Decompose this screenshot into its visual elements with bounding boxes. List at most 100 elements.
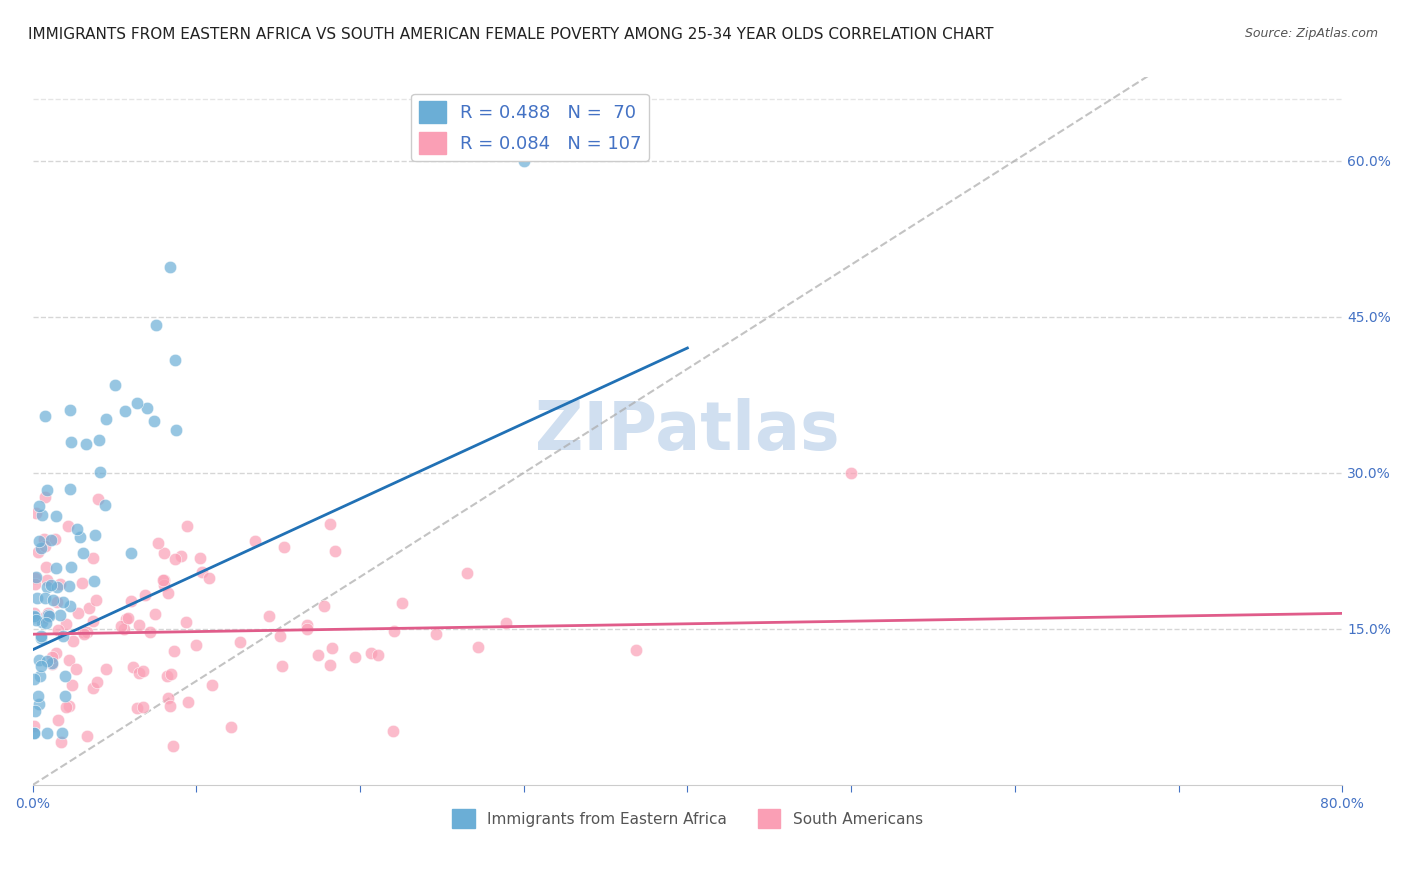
- Point: [31, 615, 53, 629]
- Point: [22, 726, 45, 740]
- Text: Source: ZipAtlas.com: Source: ZipAtlas.com: [1244, 27, 1378, 40]
- Point: [22, 608, 45, 623]
- Point: [170, 549, 193, 563]
- Point: [93, 498, 115, 512]
- Point: [839, 466, 862, 480]
- Point: [34, 409, 56, 423]
- Point: [190, 551, 212, 566]
- Point: [22, 672, 45, 686]
- Point: [157, 691, 180, 706]
- Point: [156, 669, 179, 683]
- Legend: Immigrants from Eastern Africa, South Americans: Immigrants from Eastern Africa, South Am…: [446, 803, 929, 834]
- Text: IMMIGRANTS FROM EASTERN AFRICA VS SOUTH AMERICAN FEMALE POVERTY AMONG 25-34 YEAR: IMMIGRANTS FROM EASTERN AFRICA VS SOUTH …: [28, 27, 994, 42]
- Point: [143, 607, 166, 621]
- Point: [243, 534, 266, 549]
- Point: [120, 546, 142, 560]
- Point: [44, 533, 66, 547]
- Point: [163, 644, 186, 658]
- Point: [34, 490, 56, 504]
- Point: [382, 624, 405, 638]
- Point: [132, 664, 155, 678]
- Point: [35, 483, 58, 498]
- Point: [53, 669, 76, 683]
- Point: [184, 638, 207, 652]
- Point: [165, 552, 187, 566]
- Point: [35, 726, 58, 740]
- Point: [69, 530, 91, 544]
- Point: [271, 659, 294, 673]
- Point: [25, 591, 48, 605]
- Point: [45, 646, 67, 660]
- Point: [297, 622, 319, 636]
- Point: [87, 433, 110, 447]
- Point: [25, 613, 48, 627]
- Point: [82, 615, 104, 629]
- Point: [201, 678, 224, 692]
- Point: [117, 610, 139, 624]
- Point: [39, 577, 62, 591]
- Point: [165, 353, 187, 368]
- Point: [104, 378, 127, 392]
- Point: [45, 595, 67, 609]
- Point: [34, 539, 56, 553]
- Point: [84, 593, 107, 607]
- Point: [321, 640, 343, 655]
- Point: [60, 559, 83, 574]
- Point: [24, 571, 46, 585]
- Point: [128, 666, 150, 681]
- Point: [38, 609, 60, 624]
- Point: [112, 622, 135, 636]
- Point: [53, 689, 76, 703]
- Point: [84, 527, 107, 541]
- Point: [45, 561, 67, 575]
- Point: [122, 660, 145, 674]
- Point: [37, 580, 59, 594]
- Point: [55, 700, 77, 714]
- Point: [86, 675, 108, 690]
- Point: [312, 599, 335, 614]
- Point: [152, 546, 174, 560]
- Point: [30, 631, 52, 645]
- Point: [49, 735, 72, 749]
- Point: [22, 606, 45, 620]
- Point: [35, 560, 58, 574]
- Point: [115, 612, 138, 626]
- Point: [174, 615, 197, 630]
- Point: [159, 699, 181, 714]
- Point: [125, 396, 148, 410]
- Point: [35, 573, 58, 587]
- Point: [59, 482, 82, 496]
- Point: [56, 519, 79, 533]
- Point: [45, 509, 67, 524]
- Point: [159, 260, 181, 274]
- Point: [27, 545, 49, 559]
- Point: [153, 574, 176, 588]
- Point: [145, 318, 167, 332]
- Point: [76, 729, 98, 743]
- Point: [31, 508, 53, 523]
- Point: [219, 720, 242, 734]
- Point: [59, 599, 82, 613]
- Point: [34, 591, 56, 605]
- Point: [67, 606, 90, 620]
- Point: [165, 423, 187, 437]
- Point: [49, 607, 72, 622]
- Point: [72, 546, 94, 560]
- Point: [297, 618, 319, 632]
- Point: [37, 607, 59, 621]
- Point: [257, 608, 280, 623]
- Point: [46, 623, 69, 637]
- Point: [131, 699, 153, 714]
- Point: [24, 576, 46, 591]
- Point: [114, 404, 136, 418]
- Point: [381, 723, 404, 738]
- Point: [125, 701, 148, 715]
- Point: [39, 533, 62, 547]
- Point: [30, 629, 52, 643]
- Point: [34, 609, 56, 624]
- Point: [143, 414, 166, 428]
- Point: [41, 650, 63, 665]
- Point: [24, 704, 46, 718]
- Point: [138, 624, 160, 639]
- Point: [367, 648, 389, 663]
